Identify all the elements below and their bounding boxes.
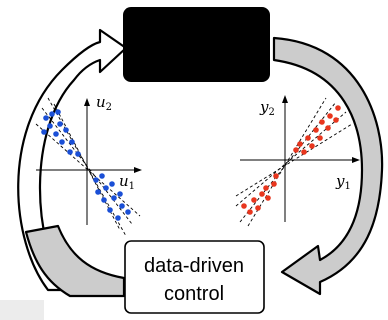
control-box-line2: control — [164, 283, 224, 305]
output-point — [241, 203, 247, 209]
input-y-axis-label: u2 — [96, 93, 112, 113]
output-y-axis-symbol: y — [259, 98, 269, 116]
system-box — [123, 7, 270, 82]
input-point — [107, 207, 113, 213]
output-point — [247, 209, 253, 215]
input-cone-line-4 — [47, 97, 127, 237]
input-x-axis-symbol: u — [119, 172, 129, 190]
input-point — [59, 139, 65, 145]
input-point — [47, 123, 53, 129]
input-point — [117, 191, 123, 197]
input-point — [111, 195, 117, 201]
output-point — [273, 173, 279, 179]
input-point — [43, 115, 49, 121]
output-point — [305, 135, 311, 141]
output-point — [263, 185, 269, 191]
output-point — [325, 125, 331, 131]
output-x-axis-subscript: 1 — [344, 181, 350, 192]
right-loop-arrow — [272, 36, 384, 296]
input-point — [93, 177, 99, 183]
input-point — [75, 151, 81, 157]
output-point — [319, 119, 325, 125]
input-x-axis-label: u1 — [119, 172, 135, 192]
output-x-axis-symbol: y — [335, 172, 345, 190]
input-point — [101, 197, 107, 203]
input-point — [99, 173, 105, 179]
output-cone-line-3 — [235, 123, 353, 197]
output-scatter-plot: y2 y1 — [235, 95, 360, 227]
input-x-axis-subscript: 1 — [129, 181, 135, 192]
input-point — [49, 111, 55, 117]
input-points — [41, 109, 131, 221]
output-point — [309, 143, 315, 149]
input-y-axis-symbol: u — [96, 93, 106, 111]
output-points — [241, 105, 341, 215]
input-x-axis-arrowhead — [134, 167, 142, 173]
input-point — [63, 127, 69, 133]
input-point — [69, 139, 75, 145]
output-point — [255, 205, 261, 211]
output-cone-line-4 — [247, 97, 327, 227]
input-cone-line-2 — [53, 103, 121, 231]
input-point — [53, 131, 59, 137]
input-point — [67, 149, 73, 155]
input-point — [125, 209, 131, 215]
input-point — [103, 185, 109, 191]
input-point — [109, 181, 115, 187]
input-point — [115, 215, 121, 221]
output-point — [259, 191, 265, 197]
input-point — [57, 121, 63, 127]
output-y-axis-subscript: 2 — [268, 107, 274, 118]
output-point — [327, 113, 333, 119]
input-point — [41, 129, 47, 135]
control-box — [124, 240, 265, 314]
control-box-line1: data-driven — [144, 255, 244, 277]
input-cone-line-1 — [41, 107, 133, 225]
output-point — [251, 197, 257, 203]
output-point — [317, 135, 323, 141]
input-cone-line-3 — [35, 123, 141, 217]
output-point — [335, 105, 341, 111]
left-lower-gray-band — [24, 224, 126, 298]
output-point — [297, 141, 303, 147]
input-y-axis-arrowhead — [84, 98, 90, 106]
output-x-axis-label: y1 — [335, 172, 351, 192]
output-point — [301, 149, 307, 155]
output-x-axis-arrowhead — [352, 157, 360, 163]
input-scatter-plot: u2 u1 — [35, 93, 142, 237]
output-point — [271, 181, 277, 187]
input-y-axis-subscript: 2 — [106, 102, 112, 113]
output-y-axis-label: y2 — [259, 98, 275, 118]
input-point — [55, 109, 61, 115]
output-point — [265, 195, 271, 201]
output-point — [293, 147, 299, 153]
output-point — [313, 127, 319, 133]
input-point — [119, 203, 125, 209]
input-point — [95, 189, 101, 195]
output-y-axis-arrowhead — [282, 95, 288, 103]
output-point — [333, 117, 339, 123]
corner-patch — [0, 300, 44, 320]
output-cone-line-1 — [235, 111, 347, 207]
